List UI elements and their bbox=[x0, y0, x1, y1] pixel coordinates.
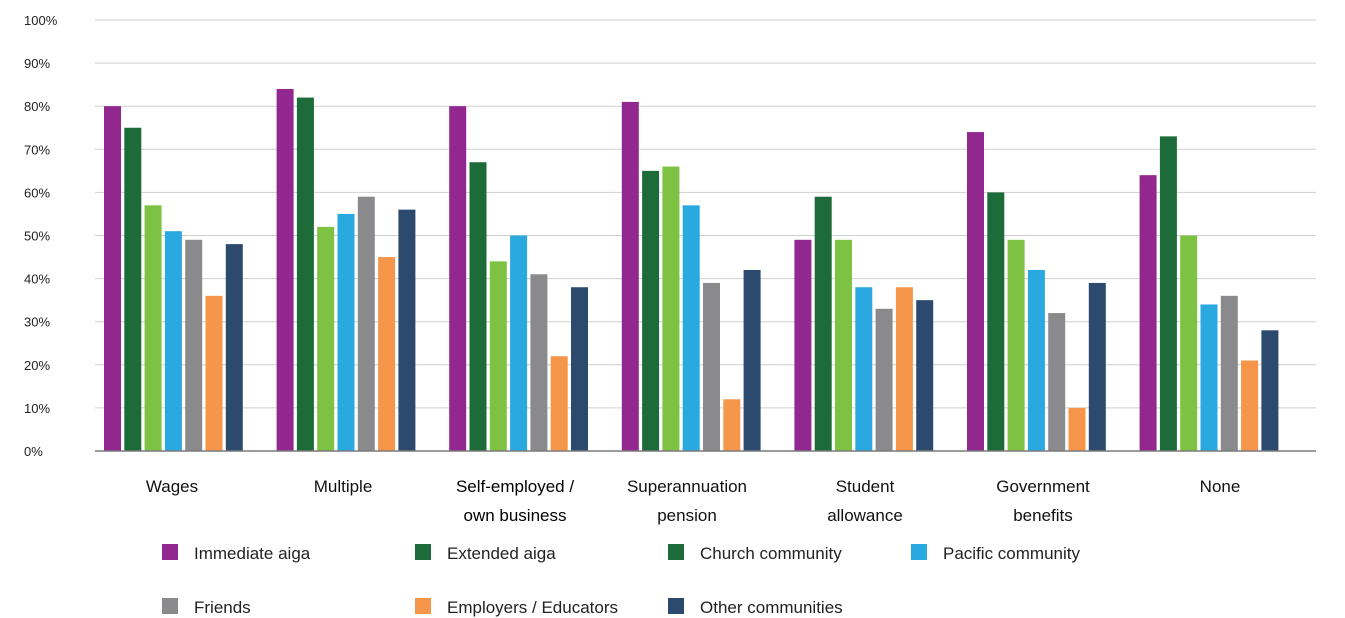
bar bbox=[398, 209, 416, 451]
bar bbox=[895, 287, 913, 451]
legend-item: Church community bbox=[668, 544, 842, 563]
bar bbox=[703, 282, 720, 451]
bar bbox=[164, 231, 182, 451]
legend-swatch bbox=[415, 598, 431, 614]
legend-swatch bbox=[162, 544, 178, 560]
bar bbox=[1159, 136, 1177, 451]
bar bbox=[357, 196, 375, 451]
bar bbox=[1068, 407, 1086, 451]
bar bbox=[144, 205, 162, 451]
bar bbox=[1261, 330, 1279, 451]
legend-swatch bbox=[668, 598, 684, 614]
legend-label: Friends bbox=[194, 598, 251, 617]
legend-swatch bbox=[162, 598, 178, 614]
bar bbox=[489, 261, 507, 451]
bar bbox=[1088, 282, 1106, 451]
legend-label: Pacific community bbox=[943, 544, 1080, 563]
x-tick-label: Wages bbox=[146, 477, 198, 496]
bar bbox=[1220, 295, 1238, 451]
x-tick-label: Multiple bbox=[314, 477, 373, 496]
y-tick-label: 10% bbox=[24, 401, 50, 416]
bar bbox=[124, 127, 142, 451]
bar bbox=[104, 106, 121, 451]
legend-label: Other communities bbox=[700, 598, 843, 617]
y-tick-label: 0% bbox=[24, 444, 43, 459]
legend-label: Employers / Educators bbox=[447, 598, 618, 617]
bar bbox=[967, 132, 984, 451]
bar bbox=[1027, 269, 1045, 451]
bar bbox=[1241, 360, 1259, 451]
legend-item: Other communities bbox=[668, 598, 843, 617]
y-tick-label: 100% bbox=[24, 13, 58, 28]
legend-item: Pacific community bbox=[911, 544, 1080, 563]
bar bbox=[449, 106, 467, 451]
bar bbox=[835, 239, 852, 451]
bar bbox=[1200, 304, 1218, 451]
bar bbox=[794, 239, 812, 451]
bar bbox=[205, 295, 223, 451]
legend-label: Church community bbox=[700, 544, 842, 563]
x-tick-label: Superannuation pension bbox=[627, 477, 747, 525]
bar bbox=[1007, 239, 1025, 451]
legend-item: Friends bbox=[162, 598, 251, 617]
x-tick-label: Self-employed / own business bbox=[456, 477, 574, 525]
category-labels: Wages Multiple Self-employed / own business… bbox=[146, 477, 1240, 525]
bar bbox=[571, 287, 588, 451]
bar bbox=[530, 274, 548, 451]
x-tick-label: Government benefits bbox=[996, 477, 1090, 525]
y-tick-label: 60% bbox=[24, 185, 50, 200]
bar bbox=[621, 101, 639, 451]
legend-item: Extended aiga bbox=[415, 544, 556, 563]
x-tick-label: None bbox=[1200, 477, 1241, 496]
legend-swatch bbox=[668, 544, 684, 560]
bar bbox=[662, 166, 680, 452]
bar bbox=[814, 196, 832, 451]
y-tick-label: 90% bbox=[24, 56, 50, 71]
bar bbox=[337, 213, 355, 451]
y-tick-label: 20% bbox=[24, 358, 50, 373]
bar bbox=[276, 88, 294, 452]
bar bbox=[855, 287, 873, 451]
bars bbox=[104, 88, 1279, 452]
x-tick-label: Student allowance bbox=[827, 477, 903, 525]
legend-swatch bbox=[911, 544, 927, 560]
bar bbox=[916, 300, 934, 451]
bar bbox=[875, 308, 893, 451]
bar bbox=[469, 162, 487, 452]
bar bbox=[743, 269, 761, 451]
y-tick-label: 50% bbox=[24, 229, 50, 244]
legend-label: Immediate aiga bbox=[194, 544, 311, 563]
bar bbox=[987, 192, 1005, 451]
bar bbox=[1139, 175, 1157, 451]
legend-swatch bbox=[415, 544, 431, 560]
legend-item: Employers / Educators bbox=[415, 598, 618, 617]
legend: Immediate aiga Extended aiga Church commun… bbox=[162, 544, 1080, 617]
bar bbox=[317, 226, 335, 451]
bar bbox=[1180, 235, 1198, 451]
bar bbox=[682, 205, 700, 451]
legend-label: Extended aiga bbox=[447, 544, 556, 563]
legend-item: Immediate aiga bbox=[162, 544, 311, 563]
bar bbox=[296, 97, 314, 451]
bar bbox=[550, 356, 568, 451]
y-tick-label: 80% bbox=[24, 99, 50, 114]
y-tick-label: 30% bbox=[24, 315, 50, 330]
bar bbox=[378, 257, 396, 451]
bar bbox=[185, 239, 203, 451]
y-tick-label: 70% bbox=[24, 142, 50, 157]
bar bbox=[225, 244, 243, 451]
bar bbox=[1048, 313, 1066, 451]
y-axis-ticks: 0% 10% 20% 30% 40% 50% 60% 70% 80% 90% 100% bbox=[24, 13, 58, 459]
y-tick-label: 40% bbox=[24, 272, 50, 287]
bar bbox=[723, 399, 741, 451]
bar bbox=[510, 235, 528, 451]
bar bbox=[642, 170, 660, 451]
